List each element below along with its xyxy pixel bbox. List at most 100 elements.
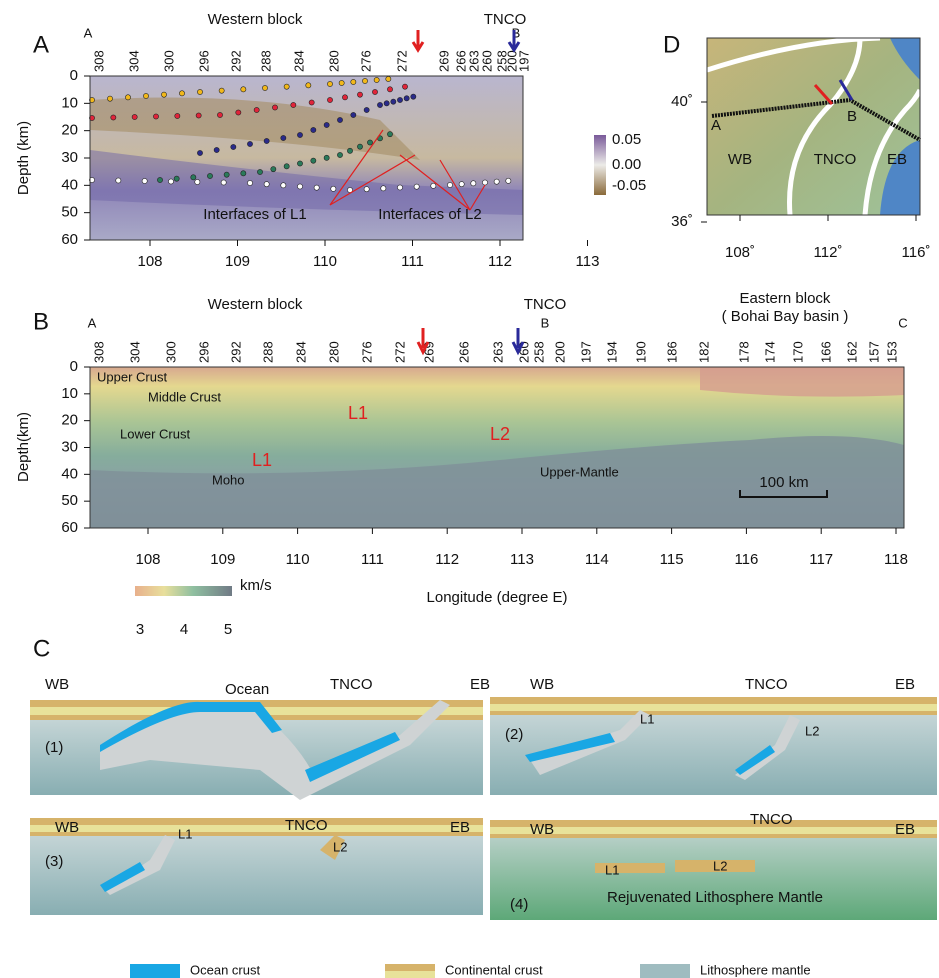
- dot: [132, 114, 137, 119]
- stage-number: (3): [45, 853, 63, 870]
- x-tick-label: 111: [401, 253, 424, 270]
- dot: [224, 172, 229, 177]
- station-label: 276: [358, 50, 373, 72]
- stage-label: Rejuvenated Lithosphere Mantle: [607, 889, 823, 906]
- dot: [214, 147, 219, 152]
- station-label: 178: [736, 341, 751, 363]
- dot: [125, 95, 130, 100]
- dot: [174, 176, 179, 181]
- dot: [142, 178, 147, 183]
- station-label: 269: [436, 50, 451, 72]
- dot: [284, 84, 289, 89]
- stage-number: (2): [505, 726, 523, 743]
- stage-label: WB: [45, 676, 69, 693]
- dot: [297, 132, 302, 137]
- stage-label: L2: [805, 723, 819, 738]
- station-label: 190: [633, 341, 648, 363]
- x-tick-label: 110: [286, 551, 310, 568]
- dot: [111, 115, 116, 120]
- panel-title: TNCO: [524, 296, 567, 313]
- colorbar-label: 3: [136, 621, 144, 638]
- dot: [231, 144, 236, 149]
- station-label: 272: [394, 50, 409, 72]
- station-label: 308: [91, 50, 106, 72]
- dot: [374, 77, 379, 82]
- x-tick-label: 108: [137, 253, 162, 270]
- y-tick-label: 20: [61, 122, 78, 139]
- dot: [327, 81, 332, 86]
- dot: [362, 78, 367, 83]
- y-tick-label: 40: [61, 465, 78, 482]
- dot: [236, 110, 241, 115]
- y-axis-label: Depth(km): [15, 412, 32, 482]
- dot: [381, 186, 386, 191]
- station-label: 182: [696, 341, 711, 363]
- x-tick-label: 115: [660, 551, 684, 568]
- dot: [107, 96, 112, 101]
- profile-end: C: [898, 315, 907, 330]
- map-label: B: [847, 108, 857, 125]
- colorbar-unit: km/s: [240, 577, 272, 594]
- colorbar-label: -0.05: [612, 177, 646, 194]
- layer-mark: L1: [348, 403, 368, 423]
- stage-label: WB: [530, 821, 554, 838]
- station-label: 162: [844, 341, 859, 363]
- stage-label: WB: [530, 676, 554, 693]
- dot: [247, 180, 252, 185]
- profile-end: B: [541, 315, 550, 330]
- colorbar-label: 5: [224, 621, 232, 638]
- dot: [342, 95, 347, 100]
- dot: [219, 88, 224, 93]
- dot: [351, 112, 356, 117]
- stage-label: L1: [640, 711, 654, 726]
- dot: [331, 186, 336, 191]
- dot: [264, 182, 269, 187]
- station-label: 174: [762, 341, 777, 363]
- stage-number: (1): [45, 739, 63, 756]
- y-tick-label: 20: [61, 412, 78, 429]
- panel-label: B: [33, 308, 49, 335]
- layer-label: Lower Crust: [120, 426, 190, 441]
- station-label: 300: [163, 341, 178, 363]
- legend-label: Continental crust: [445, 962, 543, 977]
- dot: [241, 171, 246, 176]
- legend-label: Ocean crust: [190, 962, 260, 977]
- arrow: [413, 30, 423, 50]
- x-tick-label: 116: [734, 551, 758, 568]
- lon-label: 112˚: [814, 244, 843, 261]
- stage-label: TNCO: [330, 676, 373, 693]
- dot: [157, 177, 162, 182]
- dot: [377, 102, 382, 107]
- dot: [431, 183, 436, 188]
- figure: AWestern blockTNCOAB30830430029629228828…: [0, 0, 939, 978]
- x-tick-label: 114: [585, 551, 609, 568]
- lat-label: 40˚: [671, 93, 693, 110]
- profile-end: A: [84, 25, 93, 40]
- station-label: 308: [91, 341, 106, 363]
- x-tick-label: 111: [361, 551, 384, 568]
- legend-swatch: [640, 964, 690, 978]
- dot: [391, 99, 396, 104]
- dot: [494, 179, 499, 184]
- dot: [161, 92, 166, 97]
- dot: [254, 107, 259, 112]
- stage-label: WB: [55, 819, 79, 836]
- dot: [337, 152, 342, 157]
- stage-label: L2: [713, 858, 727, 873]
- station-label: 260: [479, 50, 494, 72]
- station-label: 197: [516, 50, 531, 72]
- station-label: 304: [126, 50, 141, 72]
- colorbar-label: 0.00: [612, 156, 641, 173]
- layer-mark: L2: [490, 424, 510, 444]
- station-label: 170: [790, 341, 805, 363]
- colorbar-label: 4: [180, 621, 188, 638]
- dot: [241, 87, 246, 92]
- station-label: 296: [196, 341, 211, 363]
- colorbar-label: 0.05: [612, 131, 641, 148]
- dot: [207, 173, 212, 178]
- dot: [386, 76, 391, 81]
- dot: [217, 112, 222, 117]
- map-label: TNCO: [814, 151, 857, 168]
- x-tick-label: 109: [210, 551, 235, 568]
- stage-label: EB: [895, 676, 915, 693]
